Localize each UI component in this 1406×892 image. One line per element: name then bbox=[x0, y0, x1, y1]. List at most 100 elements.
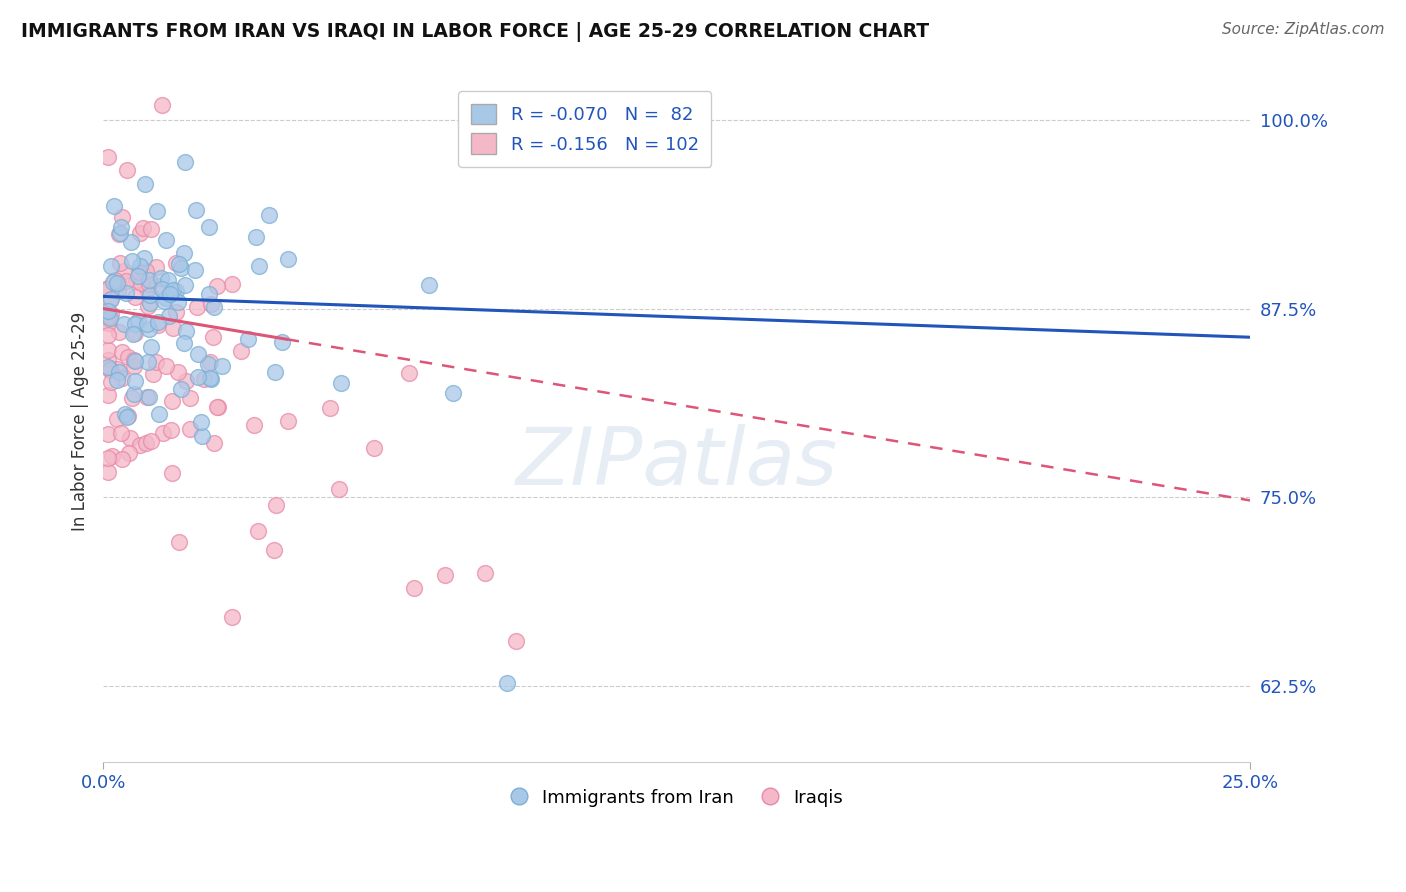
Immigrants from Iran bbox=[170, 260, 193, 275]
Iraqis bbox=[100, 307, 122, 321]
Immigrants from Iran bbox=[124, 317, 146, 331]
Immigrants from Iran bbox=[108, 227, 131, 241]
Iraqis bbox=[124, 326, 146, 340]
Iraqis bbox=[107, 284, 129, 298]
Iraqis bbox=[139, 434, 162, 449]
Iraqis bbox=[98, 361, 121, 376]
Legend: Immigrants from Iran, Iraqis: Immigrants from Iran, Iraqis bbox=[502, 781, 851, 814]
Iraqis bbox=[100, 375, 122, 389]
Iraqis bbox=[97, 343, 120, 358]
Immigrants from Iran bbox=[198, 220, 221, 235]
Immigrants from Iran bbox=[115, 410, 138, 425]
Iraqis bbox=[242, 418, 264, 433]
Immigrants from Iran bbox=[174, 324, 197, 338]
Immigrants from Iran bbox=[330, 376, 353, 390]
Immigrants from Iran bbox=[173, 335, 195, 350]
Immigrants from Iran bbox=[174, 155, 197, 169]
Immigrants from Iran bbox=[187, 370, 209, 384]
Iraqis bbox=[125, 273, 148, 287]
Immigrants from Iran bbox=[138, 287, 160, 301]
Immigrants from Iran bbox=[198, 371, 221, 385]
Iraqis bbox=[186, 300, 208, 314]
Immigrants from Iran bbox=[138, 273, 160, 287]
Immigrants from Iran bbox=[103, 199, 125, 213]
Immigrants from Iran bbox=[120, 235, 142, 249]
Iraqis bbox=[124, 290, 146, 304]
Immigrants from Iran bbox=[138, 390, 160, 404]
Immigrants from Iran bbox=[159, 287, 181, 301]
Iraqis bbox=[160, 423, 183, 437]
Iraqis bbox=[97, 328, 120, 343]
Immigrants from Iran bbox=[245, 230, 267, 244]
Immigrants from Iran bbox=[157, 309, 180, 323]
Immigrants from Iran bbox=[124, 354, 146, 368]
Immigrants from Iran bbox=[155, 233, 177, 247]
Iraqis bbox=[118, 431, 141, 445]
Immigrants from Iran bbox=[277, 252, 299, 267]
Iraqis bbox=[135, 284, 157, 298]
Iraqis bbox=[136, 390, 159, 404]
Iraqis bbox=[97, 316, 120, 330]
Iraqis bbox=[108, 325, 131, 339]
Iraqis bbox=[118, 446, 141, 460]
Immigrants from Iran bbox=[103, 275, 125, 289]
Iraqis bbox=[128, 265, 150, 279]
Immigrants from Iran bbox=[124, 374, 146, 388]
Iraqis bbox=[115, 274, 138, 288]
Immigrants from Iran bbox=[495, 676, 517, 690]
Iraqis bbox=[179, 391, 201, 405]
Immigrants from Iran bbox=[134, 178, 156, 192]
Immigrants from Iran bbox=[249, 259, 271, 273]
Immigrants from Iran bbox=[134, 251, 156, 265]
Immigrants from Iran bbox=[157, 273, 180, 287]
Iraqis bbox=[135, 264, 157, 278]
Iraqis bbox=[97, 311, 120, 326]
Immigrants from Iran bbox=[197, 357, 219, 371]
Iraqis bbox=[115, 163, 138, 178]
Iraqis bbox=[319, 401, 342, 416]
Iraqis bbox=[136, 299, 159, 313]
Iraqis bbox=[124, 353, 146, 368]
Iraqis bbox=[97, 280, 120, 294]
Iraqis bbox=[111, 210, 134, 224]
Iraqis bbox=[205, 279, 228, 293]
Iraqis bbox=[162, 321, 184, 335]
Iraqis bbox=[363, 441, 385, 455]
Immigrants from Iran bbox=[155, 291, 177, 305]
Iraqis bbox=[207, 401, 229, 415]
Iraqis bbox=[97, 353, 120, 368]
Immigrants from Iran bbox=[190, 415, 212, 429]
Iraqis bbox=[160, 394, 183, 409]
Iraqis bbox=[264, 498, 287, 512]
Iraqis bbox=[111, 344, 134, 359]
Iraqis bbox=[114, 263, 136, 277]
Iraqis bbox=[108, 256, 131, 270]
Immigrants from Iran bbox=[100, 259, 122, 273]
Immigrants from Iran bbox=[97, 359, 120, 374]
Iraqis bbox=[200, 297, 222, 311]
Immigrants from Iran bbox=[170, 382, 193, 396]
Iraqis bbox=[121, 391, 143, 405]
Iraqis bbox=[174, 374, 197, 388]
Immigrants from Iran bbox=[173, 246, 195, 260]
Iraqis bbox=[205, 400, 228, 414]
Iraqis bbox=[111, 370, 134, 384]
Iraqis bbox=[474, 566, 496, 581]
Iraqis bbox=[97, 150, 120, 164]
Iraqis bbox=[162, 466, 184, 480]
Immigrants from Iran bbox=[127, 268, 149, 283]
Immigrants from Iran bbox=[108, 365, 131, 379]
Iraqis bbox=[398, 366, 420, 380]
Iraqis bbox=[166, 365, 188, 379]
Iraqis bbox=[128, 227, 150, 241]
Iraqis bbox=[108, 277, 131, 291]
Immigrants from Iran bbox=[146, 204, 169, 219]
Iraqis bbox=[505, 634, 527, 648]
Iraqis bbox=[277, 414, 299, 428]
Immigrants from Iran bbox=[264, 365, 287, 379]
Immigrants from Iran bbox=[97, 304, 120, 318]
Immigrants from Iran bbox=[127, 314, 149, 328]
Iraqis bbox=[145, 355, 167, 369]
Immigrants from Iran bbox=[211, 359, 233, 373]
Iraqis bbox=[148, 318, 170, 332]
